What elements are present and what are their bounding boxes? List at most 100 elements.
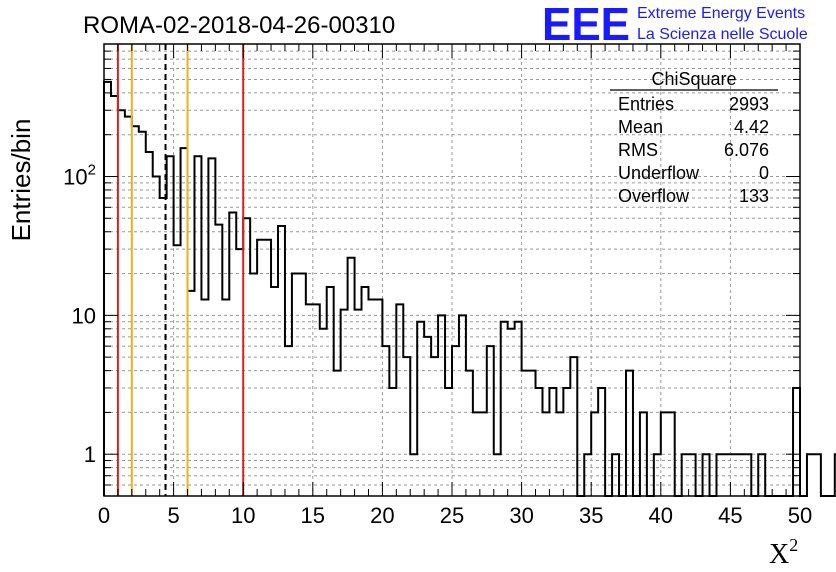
stats-box: ChiSquare Entries 2993 Mean 4.42 RMS 6.076 Unde… xyxy=(610,69,778,206)
histogram-bin xyxy=(271,287,278,496)
histogram-bin xyxy=(689,454,696,496)
x-axis-label-base: X xyxy=(769,539,789,570)
x-tick-label: 35 xyxy=(579,503,603,528)
x-tick-label: 45 xyxy=(718,503,742,528)
x-axis-label: X2 xyxy=(769,535,798,570)
histogram-bin xyxy=(487,346,494,496)
x-tick-label: 5 xyxy=(167,503,179,528)
histogram-bin xyxy=(389,388,396,496)
histogram-bin xyxy=(257,240,264,496)
histogram-bin xyxy=(529,371,536,496)
histogram-bin xyxy=(737,454,744,496)
stats-row-label: Mean xyxy=(618,117,663,137)
x-tick-label: 0 xyxy=(98,503,110,528)
stats-row-value: 0 xyxy=(759,163,769,183)
histogram-bin xyxy=(640,412,647,496)
histogram-bin xyxy=(229,213,236,496)
histogram-bin xyxy=(125,117,132,496)
histogram-bin xyxy=(222,300,229,496)
histogram-bin xyxy=(348,258,355,496)
histogram-bin xyxy=(814,454,821,496)
histogram-bin xyxy=(431,357,438,496)
histogram-bin xyxy=(355,310,362,496)
histogram-bin xyxy=(459,315,466,496)
stats-row-label: Entries xyxy=(618,94,674,114)
y-tick-label: 10 xyxy=(72,303,96,328)
x-tick-label: 20 xyxy=(370,503,394,528)
histogram-outline xyxy=(103,80,836,497)
histogram-bin xyxy=(313,304,320,496)
histogram-bin xyxy=(730,454,737,496)
histogram-bin xyxy=(417,322,424,496)
histogram-bin xyxy=(153,176,160,496)
histogram-bin xyxy=(292,274,299,496)
histogram-bin xyxy=(793,388,800,496)
histogram-bin xyxy=(716,454,723,496)
histogram-bin xyxy=(452,346,459,496)
histogram-bin xyxy=(807,454,814,496)
histogram-bin xyxy=(139,132,146,496)
histogram-bin xyxy=(612,454,619,496)
stats-row-value: 4.42 xyxy=(734,117,769,137)
histogram-bin xyxy=(549,388,556,496)
histogram-bin xyxy=(445,388,452,496)
histogram-bin xyxy=(111,96,118,496)
histogram-bin xyxy=(536,388,543,496)
histogram-bin xyxy=(396,304,403,496)
chart-title: ROMA-02-2018-04-26-00310 xyxy=(83,12,395,39)
histogram-layer xyxy=(103,80,836,497)
y-tick-label-base: 10 xyxy=(63,164,87,189)
histogram-bin xyxy=(438,315,445,496)
stats-box-title: ChiSquare xyxy=(651,69,736,89)
x-tick-label: 15 xyxy=(301,503,325,528)
histogram-bin xyxy=(591,412,598,496)
logo-line-2: La Scienza nelle Scuole xyxy=(637,26,808,43)
histogram-bin xyxy=(104,82,111,496)
histogram-bin xyxy=(181,148,188,496)
histogram-bin xyxy=(654,454,661,496)
histogram-bin xyxy=(264,240,271,496)
histogram-bin xyxy=(480,412,487,496)
x-tick-label: 10 xyxy=(231,503,255,528)
histogram-bin xyxy=(466,371,473,496)
histogram-bin xyxy=(522,371,529,496)
y-tick-label-exponent: 2 xyxy=(88,161,96,178)
histogram-bin xyxy=(299,274,306,496)
histogram-bin xyxy=(584,454,591,496)
histogram-bin xyxy=(661,412,668,496)
histogram-bin xyxy=(236,249,243,496)
histogram-bin xyxy=(118,110,125,496)
y-axis-label: Entries/bin xyxy=(6,119,36,242)
histogram-bin xyxy=(758,454,765,496)
histogram-bin xyxy=(362,287,369,496)
histogram-bin xyxy=(320,329,327,496)
histogram-bin xyxy=(306,304,313,496)
histogram-bin xyxy=(201,300,208,496)
eee-logo: EEE Extreme Energy Events La Scienza nel… xyxy=(542,0,808,50)
stats-row-label: Overflow xyxy=(618,186,690,206)
histogram-bin xyxy=(473,412,480,496)
y-tick-label-base: 1 xyxy=(84,442,96,467)
histogram-bin xyxy=(278,226,285,496)
histogram-bin xyxy=(250,274,257,496)
x-tick-label: 30 xyxy=(509,503,533,528)
stats-row-label: RMS xyxy=(618,140,658,160)
x-axis-label-superscript: 2 xyxy=(789,535,798,555)
y-tick-label: 1 xyxy=(84,442,96,467)
histogram-bin xyxy=(410,454,417,496)
histogram-bin xyxy=(382,346,389,496)
histogram-bin xyxy=(556,412,563,496)
histogram-bin xyxy=(424,337,431,496)
histogram-bin xyxy=(167,156,174,496)
histogram-bin xyxy=(494,454,501,496)
histogram-bin xyxy=(403,357,410,496)
histogram-bin xyxy=(208,158,215,496)
histogram-bin xyxy=(375,300,382,496)
logo-line-1: Extreme Energy Events xyxy=(637,5,805,22)
histogram-bin xyxy=(598,388,605,496)
histogram-bin xyxy=(334,371,341,496)
histogram-bin xyxy=(682,454,689,496)
histogram-bin xyxy=(563,388,570,496)
